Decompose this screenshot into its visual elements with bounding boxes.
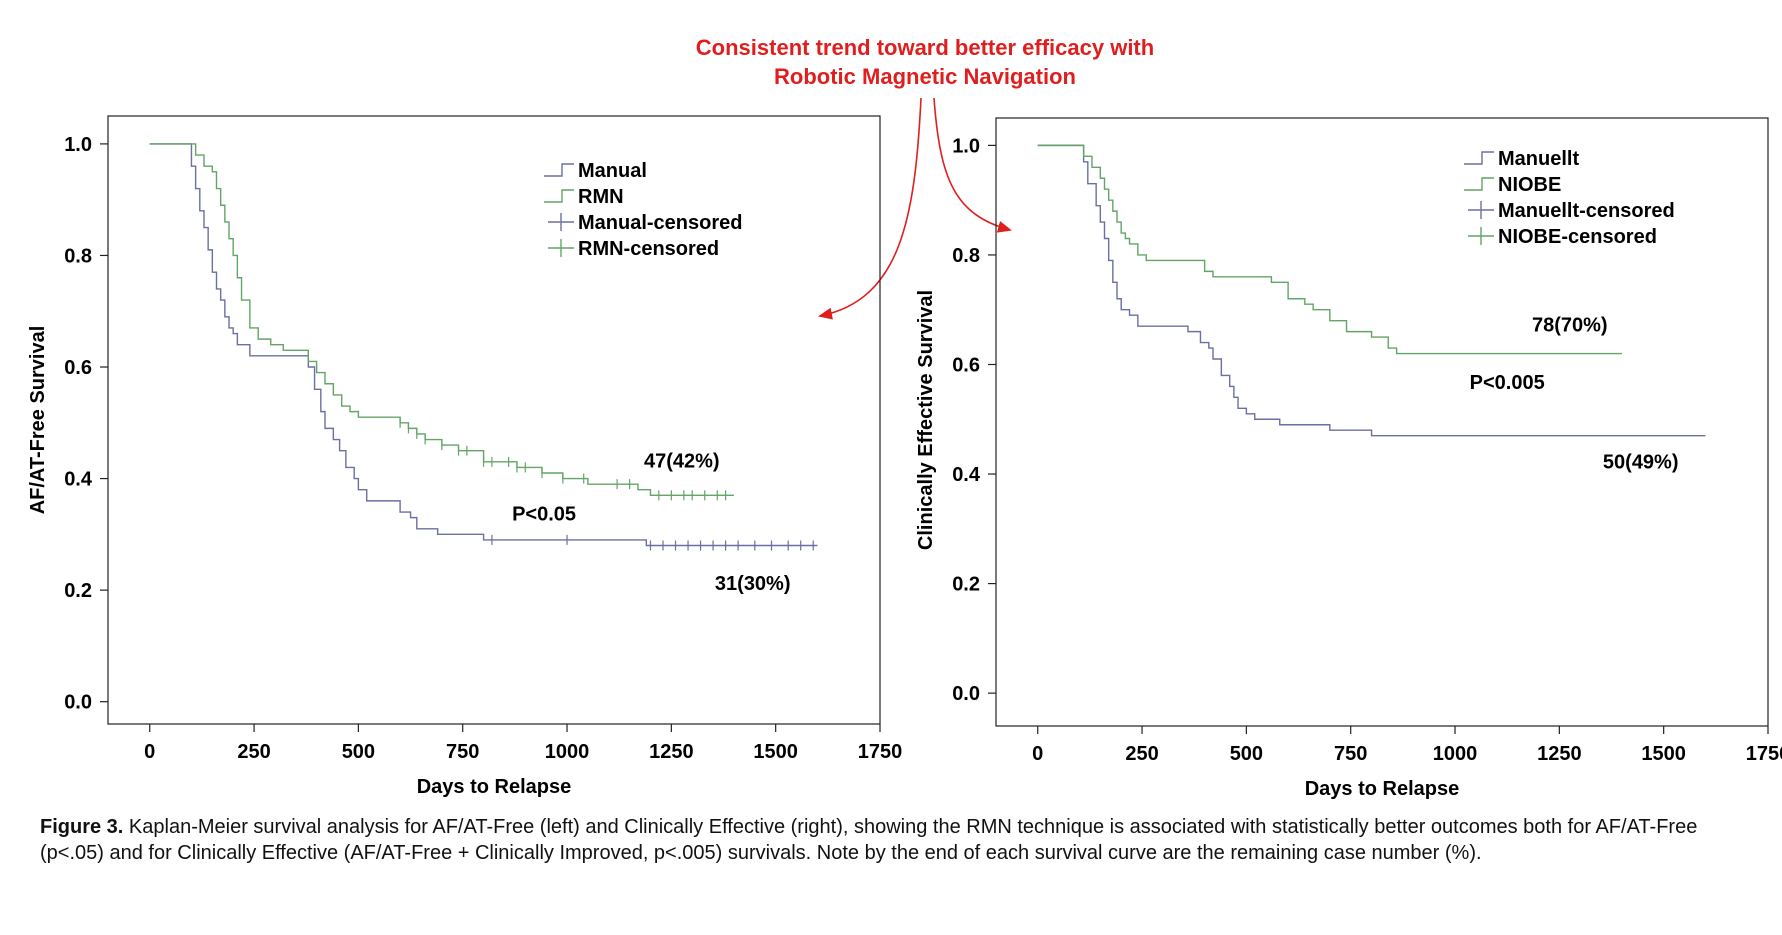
legend-label: Manual-censored	[578, 212, 742, 234]
y-tick-label: 0.8	[64, 245, 92, 267]
annotation-arrow-left	[818, 97, 922, 320]
chart-annotation: P<0.005	[1470, 372, 1545, 394]
legend-swatch	[1464, 151, 1494, 165]
caption-text: Kaplan-Meier survival analysis for AF/AT…	[40, 816, 1698, 864]
y-tick-label: 0.0	[64, 692, 92, 714]
legend-label: RMN	[578, 186, 624, 208]
legend-swatch	[1464, 177, 1494, 191]
annotation-arrow-right	[933, 97, 1012, 233]
y-tick-label: 0.6	[64, 357, 92, 379]
y-axis-label: Clinically Effective Survival	[915, 290, 937, 550]
plot-frame	[995, 117, 1769, 727]
legend-label: NIOBE-censored	[1498, 226, 1657, 248]
plot-frame	[107, 115, 881, 725]
x-axis-label: Days to Relapse	[417, 776, 572, 798]
legend-label: Manuellt-censored	[1498, 200, 1675, 222]
legend-label: Manual	[578, 160, 647, 182]
x-tick-label: 1250	[649, 741, 694, 763]
caption-label: Figure 3.	[40, 816, 124, 838]
x-tick-label: 500	[342, 741, 375, 763]
annotation-line-1: Consistent trend toward better efficacy …	[696, 35, 1154, 60]
y-tick-label: 0.2	[64, 580, 92, 602]
x-tick-label: 0	[1032, 743, 1043, 765]
chart-annotation: 31(30%)	[715, 573, 791, 595]
legend-label: Manuellt	[1498, 148, 1579, 170]
figure-caption: Figure 3. Kaplan-Meier survival analysis…	[40, 814, 1740, 866]
chart-af-at-free: 0.0 0.2 0.4 0.6 0.8 1.0 0 250 500 750 1000 1250 150…	[27, 115, 903, 798]
y-tick-label: 0.8	[952, 245, 980, 267]
y-tick-label: 0.4	[64, 469, 93, 491]
x-tick-label: 250	[237, 741, 270, 763]
x-tick-label: 1000	[1433, 743, 1478, 765]
y-tick-label: 0.0	[952, 683, 980, 705]
x-axis-label: Days to Relapse	[1305, 778, 1460, 800]
legend-swatch	[544, 189, 574, 203]
survival-curve-manuellt	[1037, 144, 1706, 437]
x-tick-label: 0	[144, 741, 155, 763]
annotation-line-2: Robotic Magnetic Navigation	[774, 64, 1076, 89]
x-tick-label: 250	[1125, 743, 1158, 765]
chart-clinically-effective: 0.0 0.2 0.4 0.6 0.8 1.0 0 250 500 750 1000 1250 150…	[915, 117, 1782, 800]
chart-annotation: 47(42%)	[644, 450, 720, 472]
legend-swatch	[544, 163, 574, 177]
x-tick-label: 1000	[545, 741, 590, 763]
survival-curve-niobe	[1037, 144, 1622, 355]
y-tick-label: 1.0	[64, 134, 92, 156]
x-tick-label: 1250	[1537, 743, 1582, 765]
legend-label: RMN-censored	[578, 238, 719, 260]
y-tick-label: 1.0	[952, 135, 980, 157]
chart-annotation: 78(70%)	[1532, 315, 1608, 337]
x-tick-label: 750	[446, 741, 479, 763]
chart-annotation: P<0.05	[512, 503, 576, 525]
survival-curve-manual	[149, 143, 818, 547]
y-tick-label: 0.4	[952, 464, 981, 486]
chart-annotation: 50(49%)	[1603, 452, 1679, 474]
x-tick-label: 1500	[1641, 743, 1686, 765]
y-axis-label: AF/AT-Free Survival	[27, 326, 49, 515]
x-tick-label: 500	[1230, 743, 1263, 765]
y-tick-label: 0.6	[952, 354, 980, 376]
y-tick-label: 0.2	[952, 574, 980, 596]
x-tick-label: 1750	[858, 741, 903, 763]
legend-label: NIOBE	[1498, 174, 1561, 196]
x-tick-label: 1750	[1746, 743, 1782, 765]
x-tick-label: 750	[1334, 743, 1367, 765]
x-tick-label: 1500	[753, 741, 798, 763]
